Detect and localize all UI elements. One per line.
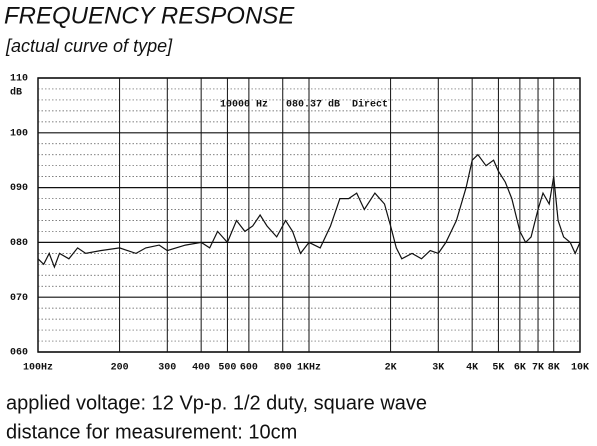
x-tick-label: 2K — [385, 363, 397, 374]
x-tick-label: 400 — [192, 363, 210, 374]
y-tick-label: 080 — [10, 238, 28, 249]
x-tick-label: 4K — [466, 363, 478, 374]
note: distance for measurement: 10cm — [6, 421, 297, 443]
y-tick-label: 060 — [10, 348, 28, 359]
chart-subtitle: [actual curve of type] — [5, 36, 173, 56]
annotation: 10000 Hz 080.37 dB Direct — [220, 99, 388, 111]
x-tick-label: 5K — [492, 363, 504, 374]
x-tick-label: 3K — [432, 363, 444, 374]
x-tick-label: 600 — [240, 363, 258, 374]
y-tick-label: 110 — [10, 74, 28, 85]
x-tick-label: 8K — [548, 363, 560, 374]
x-tick-label: 800 — [274, 363, 292, 374]
x-tick-label: 10K — [571, 363, 589, 374]
x-tick-label: 300 — [158, 363, 176, 374]
x-tick-label: 100Hz — [23, 363, 53, 374]
y-tick-label: 070 — [10, 293, 28, 304]
y-axis-label: dB — [10, 87, 22, 99]
y-tick-label: 090 — [10, 183, 28, 194]
chart-title: FREQUENCY RESPONSE — [4, 2, 295, 29]
x-tick-label: 7K — [532, 363, 544, 374]
x-tick-label: 200 — [111, 363, 129, 374]
x-tick-label: 6K — [514, 363, 526, 374]
y-tick-label: 100 — [10, 128, 28, 139]
x-tick-label: 500 — [218, 363, 236, 374]
response-curve — [37, 153, 581, 269]
note: applied voltage: 12 Vp-p. 1/2 duty, squa… — [6, 392, 427, 414]
x-tick-label: 1KHz — [297, 363, 321, 374]
